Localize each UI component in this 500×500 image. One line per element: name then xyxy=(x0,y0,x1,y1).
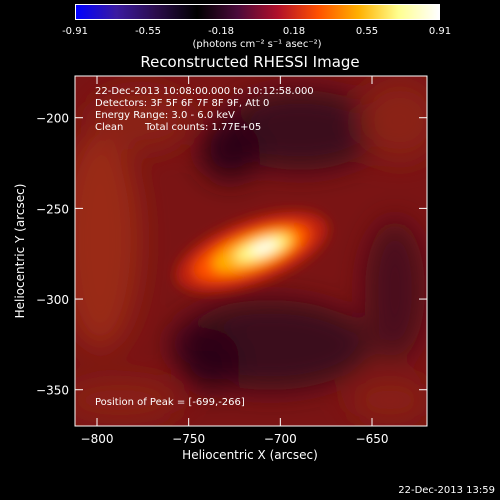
colorbar-tick: 0.91 xyxy=(428,26,452,37)
x-tick-label: −750 xyxy=(172,432,205,446)
x-tick-label: −650 xyxy=(356,432,389,446)
colorbar-units: (photons cm⁻² s⁻¹ asec⁻²) xyxy=(192,39,322,50)
colorbar-tick: -0.18 xyxy=(208,26,234,37)
colorbar-tick: -0.91 xyxy=(62,26,88,37)
energy-annotation: Energy Range: 3.0 - 6.0 keV xyxy=(95,110,235,121)
peak-annotation: Position of Peak = [-699,-266] xyxy=(95,397,245,408)
colorbar-tick: 0.55 xyxy=(355,26,379,37)
y-tick-label: −200 xyxy=(36,112,69,126)
plot-frame xyxy=(74,75,428,427)
heatmap-image xyxy=(75,76,427,426)
colorbar-tick: 0.18 xyxy=(282,26,306,37)
x-axis-ticks: −800 −750 −700 −650 xyxy=(81,76,389,446)
x-tick-label: −700 xyxy=(264,432,297,446)
y-tick-label: −250 xyxy=(36,202,69,216)
y-axis-ticks: −200 −250 −300 −350 xyxy=(36,112,427,398)
chart-title: Reconstructed RHESSI Image xyxy=(140,53,360,71)
detectors-annotation: Detectors: 3F 5F 6F 7F 8F 9F, Att 0 xyxy=(95,98,270,109)
method-annotation: Clean xyxy=(95,122,124,133)
x-tick-label: −800 xyxy=(81,432,114,446)
footer-date: 22-Dec-2013 13:59 xyxy=(398,485,495,496)
time-range-annotation: 22-Dec-2013 10:08:00.000 to 10:12:58.000 xyxy=(95,86,314,97)
counts-annotation: Total counts: 1.77E+05 xyxy=(145,122,262,133)
x-axis-label: Heliocentric X (arcsec) xyxy=(182,448,318,462)
y-tick-label: −300 xyxy=(36,293,69,307)
y-axis-label: Heliocentric Y (arcsec) xyxy=(13,184,27,319)
y-tick-label: −350 xyxy=(36,384,69,398)
colorbar-tick: -0.55 xyxy=(135,26,161,37)
colorbar xyxy=(75,4,440,20)
